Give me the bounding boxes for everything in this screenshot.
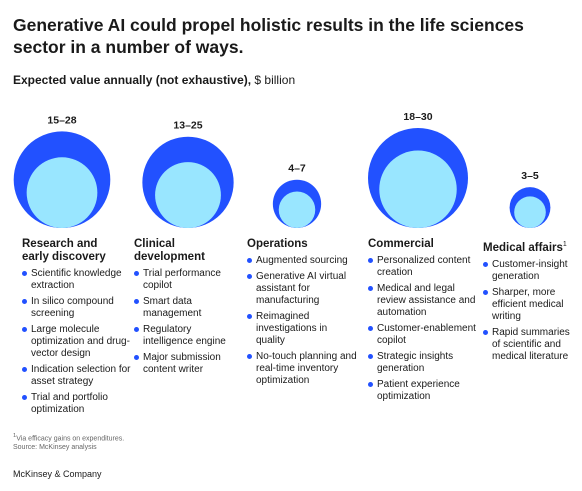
column-title: Research and early discovery [22, 238, 106, 263]
list-item: Medical and legal review assistance and … [368, 283, 478, 319]
bubble-min [379, 150, 457, 228]
list-item: Customer-enablement copilot [368, 323, 478, 347]
list-item: Smart data management [134, 296, 244, 320]
list-item: Trial and portfolio optimization [22, 392, 132, 416]
list-item: Scientific knowledge extraction [22, 268, 132, 292]
subtitle-unit: $ billion [254, 73, 296, 87]
list-item: Major submission content writer [134, 352, 244, 376]
source-note: Source: McKinsey analysis [13, 444, 97, 452]
column-title: Clinical development [134, 238, 205, 263]
item-list: Augmented sourcing Generative AI virtual… [247, 255, 357, 387]
list-item: Trial performance copilot [134, 268, 244, 292]
list-item: Strategic insights generation [368, 351, 478, 375]
data-label: 18–30 [403, 111, 432, 123]
item-list: Customer-insight generation Sharper, mor… [483, 259, 578, 363]
item-list: Scientific knowledge extraction In silic… [22, 268, 132, 416]
column-commercial: Commercial Personalized content creation… [368, 238, 478, 407]
data-label: 3–5 [521, 170, 539, 182]
bubble-min [514, 196, 546, 228]
column-clinical: Clinical development Trial performance c… [134, 238, 244, 380]
chart-subtitle: Expected value annually (not exhaustive)… [13, 72, 295, 88]
item-list: Personalized content creation Medical an… [368, 255, 478, 403]
list-item: Customer-insight generation [483, 259, 578, 283]
footnotes: 1Via efficacy gains on expenditures. Sou… [13, 432, 124, 452]
subtitle-label: Expected value annually (not exhaustive)… [13, 73, 252, 87]
bubble-min [155, 162, 221, 228]
column-title: Operations [247, 238, 308, 250]
brand-logo-text: McKinsey & Company [13, 469, 102, 479]
bubble-min [26, 157, 98, 228]
column-medical-affairs: Medical affairs1 Customer-insight genera… [483, 238, 578, 367]
bubble-chart: 15–28 13–25 4–7 18–30 3–5 [13, 111, 551, 229]
column-title: Medical affairs1 [483, 241, 567, 254]
column-operations: Operations Augmented sourcing Generative… [247, 238, 357, 391]
list-item: Indication selection for asset strategy [22, 364, 132, 388]
footnote-marker: 1 [562, 241, 567, 248]
list-item: Generative AI virtual assistant for manu… [247, 271, 357, 307]
list-item: Sharper, more efficient medical writing [483, 287, 578, 323]
bubble-min [278, 191, 316, 228]
item-list: Trial performance copilot Smart data man… [134, 268, 244, 376]
data-label: 15–28 [47, 114, 76, 126]
footnote-1: 1Via efficacy gains on expenditures. [13, 433, 125, 443]
column-research: Research and early discovery Scientific … [22, 238, 132, 420]
chart-title: Generative AI could propel holistic resu… [13, 15, 524, 57]
column-title: Commercial [368, 238, 434, 250]
list-item: In silico compound screening [22, 296, 132, 320]
list-item: Personalized content creation [368, 255, 478, 279]
list-item: No-touch planning and real-time inventor… [247, 351, 357, 387]
list-item: Augmented sourcing [247, 255, 357, 267]
list-item: Patient experience optimization [368, 379, 478, 403]
data-label: 4–7 [288, 163, 306, 175]
data-label: 13–25 [173, 120, 202, 132]
list-item: Reimagined investigations in quality [247, 311, 357, 347]
list-item: Rapid summaries of scientific and medica… [483, 327, 578, 363]
list-item: Regulatory intelligence engine [134, 324, 244, 348]
list-item: Large molecule optimization and drug-vec… [22, 324, 132, 360]
